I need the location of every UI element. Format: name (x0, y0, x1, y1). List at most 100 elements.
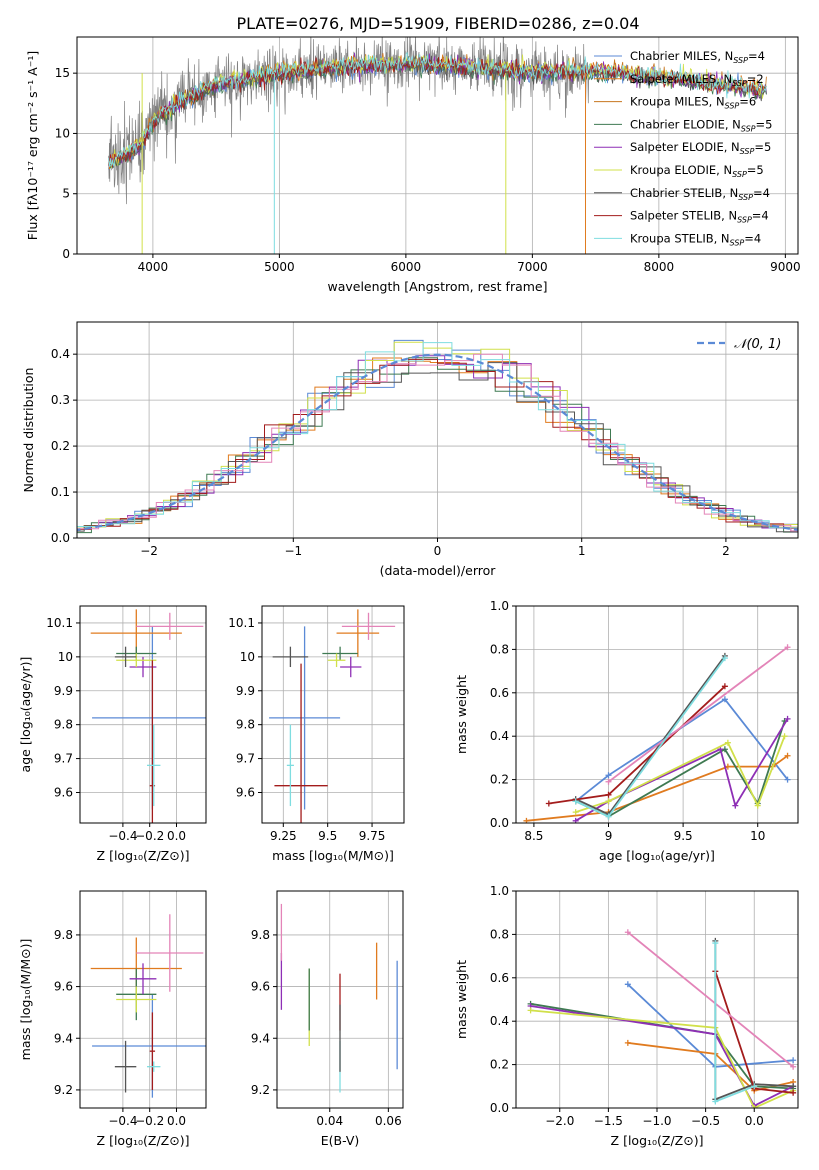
y-tick-label: 0.8 (490, 927, 509, 941)
x-tick-label: 0.04 (316, 1114, 343, 1128)
residual-histogram (77, 342, 798, 535)
weight-marker (605, 772, 612, 779)
x-axis-label: Z [log₁₀(Z/Z⊙)] (97, 1133, 190, 1148)
y-tick-label: 9.8 (251, 928, 270, 942)
legend-label: Chabrier MILES, NSSP=4 (630, 49, 765, 65)
weight-marker (572, 798, 579, 805)
weight-marker (790, 1083, 797, 1090)
weight-marker (605, 791, 612, 798)
legend-label: Salpeter MILES, NSSP=2 (630, 72, 764, 88)
y-tick-label: 0.6 (490, 686, 509, 700)
y-axis-label: mass weight (454, 960, 469, 1039)
legend-label: Kroupa ELODIE, NSSP=5 (630, 163, 764, 179)
x-tick-label: 2 (722, 544, 730, 558)
y-tick-label: 9.4 (251, 1031, 270, 1045)
x-tick-label: −0.2 (135, 1114, 164, 1128)
weight-marker (790, 1089, 797, 1096)
y-tick-label: 9.6 (236, 785, 255, 799)
y-tick-label: 0 (62, 247, 70, 261)
weight-marker (605, 778, 612, 785)
y-tick-label: 9.8 (54, 718, 73, 732)
x-tick-label: −0.4 (108, 829, 137, 843)
x-tick-label: −0.4 (108, 1114, 137, 1128)
x-axis-label: E(B-V) (321, 1133, 360, 1148)
plot-area (90, 609, 206, 823)
y-tick-label: 9.8 (236, 718, 255, 732)
plot-area (527, 929, 797, 1108)
weight-marker (790, 1063, 797, 1070)
legend-label: 𝒩(0, 1) (734, 337, 781, 352)
y-tick-label: 10.1 (228, 616, 255, 630)
y-tick-label: 0.2 (490, 773, 509, 787)
x-tick-label: 9.25 (270, 829, 297, 843)
x-axis-label: wavelength [Angstrom, rest frame] (327, 279, 547, 294)
weight-marker (751, 1083, 758, 1090)
y-tick-label: 0.0 (51, 531, 70, 545)
weight-marker (572, 809, 579, 816)
x-tick-label: 0.0 (745, 1114, 764, 1128)
y-axis-label: Normed distribution (21, 368, 36, 493)
y-tick-label: 0.1 (51, 485, 70, 499)
normal-curve (77, 353, 798, 532)
x-tick-label: 9.75 (359, 829, 386, 843)
panel-Z-mass: −0.4−0.2 0.0 9.2 9.4 9.6 9.8 Z [log₁₀(Z/Z⊙)] ma… (18, 890, 207, 1148)
weight-marker (732, 802, 739, 809)
y-tick-label: 9.4 (54, 1031, 73, 1045)
y-tick-label: 0.4 (51, 347, 70, 361)
y-tick-label: 9.7 (236, 752, 255, 766)
y-tick-label: 10 (55, 126, 70, 140)
y-tick-label: 10.1 (46, 616, 73, 630)
y-axis-label: mass [log₁₀(M/M⊙)] (18, 939, 33, 1061)
x-tick-label: 5000 (264, 260, 295, 274)
weight-marker (624, 929, 631, 936)
x-tick-label: 8000 (644, 260, 675, 274)
x-tick-label: 0.0 (167, 1114, 186, 1128)
y-tick-label: 0.2 (490, 1058, 509, 1072)
axes-frame (276, 890, 404, 1109)
x-tick-label: 10 (750, 829, 765, 843)
panel-EBV-mass: 0.04 0.06 9.2 9.4 9.6 9.8 E(B-V) (251, 890, 404, 1148)
y-tick-label: 1.0 (490, 884, 509, 898)
axes-frame (79, 605, 207, 824)
y-axis-label: age [log₁₀(age/yr)] (18, 657, 33, 773)
weight-series-line (530, 1005, 794, 1107)
weight-marker (624, 1039, 631, 1046)
observed-spectrum (108, 37, 590, 205)
x-axis-label: age [log₁₀(age/yr)] (599, 848, 715, 863)
plot-area (269, 609, 396, 823)
figure-title: PLATE=0276, MJD=51909, FIBERID=0286, z=0… (236, 14, 639, 33)
weight-series-line (575, 655, 726, 816)
x-axis-label: (data-model)/error (380, 563, 497, 578)
y-tick-label: 15 (55, 66, 70, 80)
weight-marker (721, 683, 728, 690)
x-tick-label: 9.5 (318, 829, 337, 843)
weight-marker (527, 1007, 534, 1014)
weight-series-line (627, 983, 794, 1068)
panel-mass-age: 9.25 9.5 9.75 9.6 9.7 9.8 9.9 10 10.1 mass [log₁₀… (228, 605, 405, 863)
y-tick-label: 9.6 (54, 785, 73, 799)
panel-spectrum: 4000 5000 6000 7000 8000 9000 0 5 10 15 wavelength… (25, 36, 801, 294)
plot-area (523, 644, 791, 823)
residual-histogram (77, 362, 798, 533)
weight-marker (721, 696, 728, 703)
weight-marker (721, 655, 728, 662)
x-tick-label: 9.5 (674, 829, 693, 843)
weight-series-line (607, 646, 789, 783)
weight-series-line (548, 685, 726, 805)
axes-frame (76, 36, 799, 255)
y-tick-label: 9.7 (54, 752, 73, 766)
x-tick-label: −0.2 (135, 829, 164, 843)
y-tick-label: 0.8 (490, 642, 509, 656)
legend-label: Kroupa STELIB, NSSP=4 (630, 231, 761, 247)
legend-label: Chabrier ELODIE, NSSP=5 (630, 117, 772, 133)
x-tick-label: 0.0 (167, 829, 186, 843)
y-tick-label: 9.2 (251, 1083, 270, 1097)
y-tick-label: 9.6 (54, 980, 73, 994)
y-tick-label: 9.8 (54, 928, 73, 942)
y-tick-label: 1.0 (490, 599, 509, 613)
axes-frame (76, 321, 799, 539)
panel-Z-age: −0.4−0.2 0.0 9.6 9.7 9.8 9.9 10 10.1 Z [log₁₀(Z/… (18, 605, 207, 863)
x-tick-label: −1.0 (642, 1114, 671, 1128)
y-axis-label: Flux [fλ10⁻¹⁷ erg cm⁻² s⁻¹ A⁻¹] (25, 51, 40, 240)
